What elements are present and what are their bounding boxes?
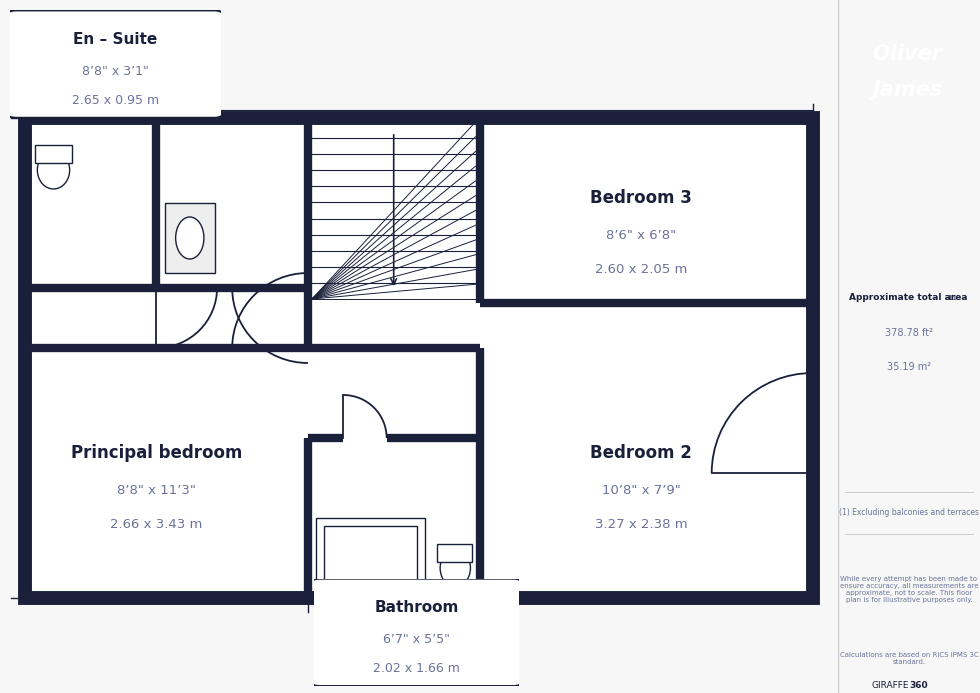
Text: (1) Excluding balconies and terraces: (1) Excluding balconies and terraces (839, 509, 979, 517)
Bar (437, 544, 472, 562)
Text: 2.65 x 0.95 m: 2.65 x 0.95 m (72, 94, 159, 107)
Bar (316, 518, 425, 590)
Text: Floor 1: Floor 1 (395, 651, 443, 665)
FancyBboxPatch shape (312, 579, 521, 686)
Text: 10’8" x 7’9": 10’8" x 7’9" (602, 484, 680, 498)
Text: 35.19 m²: 35.19 m² (887, 362, 931, 372)
Text: Principal bedroom: Principal bedroom (71, 444, 242, 462)
Text: 3.27 x 2.38 m: 3.27 x 2.38 m (595, 518, 687, 532)
Text: Oliver: Oliver (872, 44, 943, 64)
Text: Approximate total area: Approximate total area (850, 294, 968, 302)
Text: James: James (872, 80, 943, 100)
Bar (35, 145, 72, 163)
Text: Bedroom 2: Bedroom 2 (590, 444, 692, 462)
Text: 11: 11 (850, 295, 957, 301)
Text: 8’8" x 3’1": 8’8" x 3’1" (81, 65, 149, 78)
Text: GIRAFFE: GIRAFFE (871, 681, 908, 690)
Text: 8’8" x 11’3": 8’8" x 11’3" (117, 484, 196, 498)
Text: En – Suite: En – Suite (74, 32, 157, 47)
Ellipse shape (440, 549, 470, 587)
Text: 6’7" x 5’5": 6’7" x 5’5" (383, 633, 450, 647)
Text: Bedroom 3: Bedroom 3 (590, 189, 692, 207)
Text: 2.02 x 1.66 m: 2.02 x 1.66 m (373, 663, 460, 676)
Ellipse shape (175, 217, 204, 259)
Ellipse shape (37, 151, 70, 189)
Text: 8’6" x 6’8": 8’6" x 6’8" (606, 229, 676, 243)
Text: Calculations are based on RICS IPMS 3C
standard.: Calculations are based on RICS IPMS 3C s… (840, 652, 978, 665)
Bar (25, 118, 812, 598)
Text: 2.66 x 3.43 m: 2.66 x 3.43 m (111, 518, 203, 532)
Text: 378.78 ft²: 378.78 ft² (885, 328, 933, 337)
Bar (324, 526, 416, 582)
FancyBboxPatch shape (8, 10, 222, 118)
Text: 2.60 x 2.05 m: 2.60 x 2.05 m (595, 263, 687, 277)
Text: 360: 360 (908, 681, 928, 690)
Text: While every attempt has been made to
ensure accuracy, all measurements are
appro: While every attempt has been made to ens… (840, 576, 978, 602)
Bar (165, 203, 215, 273)
Text: Bathroom: Bathroom (374, 600, 459, 615)
